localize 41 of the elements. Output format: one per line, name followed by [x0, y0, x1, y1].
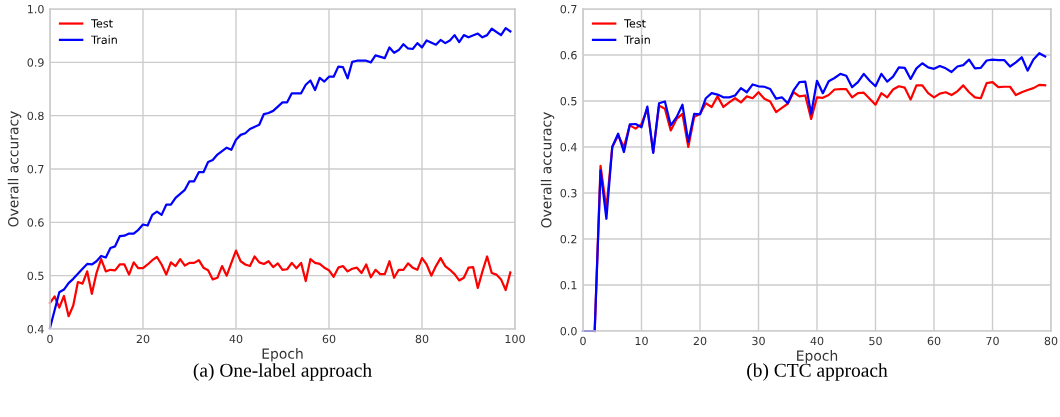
x-tick-label: 60 — [322, 334, 336, 344]
y-tick-label: 0.7 — [27, 164, 44, 174]
y-tick-label: 0.9 — [27, 58, 44, 67]
legend-label: Train — [91, 35, 117, 44]
text: (a) One-label approach — [193, 363, 372, 381]
y-tick-label: 0.2 — [560, 234, 577, 244]
x-tick-label: 80 — [415, 334, 429, 344]
y-tick-label: 1.0 — [27, 4, 44, 14]
y-tick-label: 0.6 — [27, 218, 44, 227]
x-tick-label: 40 — [229, 334, 243, 344]
y-tick-label: 0.8 — [27, 111, 44, 121]
y-tick-label: 0.0 — [560, 326, 577, 336]
x-tick-label: 20 — [693, 336, 707, 346]
y-tick-label: 0.5 — [27, 271, 44, 281]
x-tick-label: 30 — [752, 336, 765, 346]
y-tick-label: 0.7 — [560, 4, 577, 14]
y-axis-title: Overall accuracy — [540, 112, 555, 228]
x-tick-label: 60 — [927, 336, 941, 346]
x-tick-label: 0 — [47, 334, 53, 344]
y-tick-label: 0.4 — [560, 142, 577, 152]
x-tick-label: 80 — [1044, 336, 1058, 346]
x-tick-label: 10 — [635, 336, 648, 346]
x-tick-label: 70 — [986, 336, 999, 346]
legend-label: Test — [91, 19, 113, 28]
y-tick-label: 0.4 — [27, 324, 44, 334]
y-tick-label: 0.3 — [560, 188, 577, 198]
y-tick-label: 0.6 — [560, 50, 577, 60]
x-tick-label: 20 — [136, 334, 150, 344]
x-tick-label: 40 — [810, 336, 824, 346]
text: (b) CTC approach — [747, 363, 888, 381]
y-axis-title: Overall accuracy — [7, 111, 22, 227]
y-tick-label: 0.1 — [560, 280, 577, 290]
x-tick-label: 0 — [580, 336, 586, 346]
y-tick-label: 0.5 — [560, 96, 577, 106]
x-tick-label: 50 — [869, 336, 882, 346]
x-axis-title: Epoch — [797, 350, 838, 364]
x-axis-title: Epoch — [262, 348, 303, 362]
legend-label: Train — [624, 35, 650, 44]
line-series — [48, 249, 512, 318]
x-tick-label: 100 — [505, 334, 525, 344]
legend-label: Test — [624, 19, 646, 28]
